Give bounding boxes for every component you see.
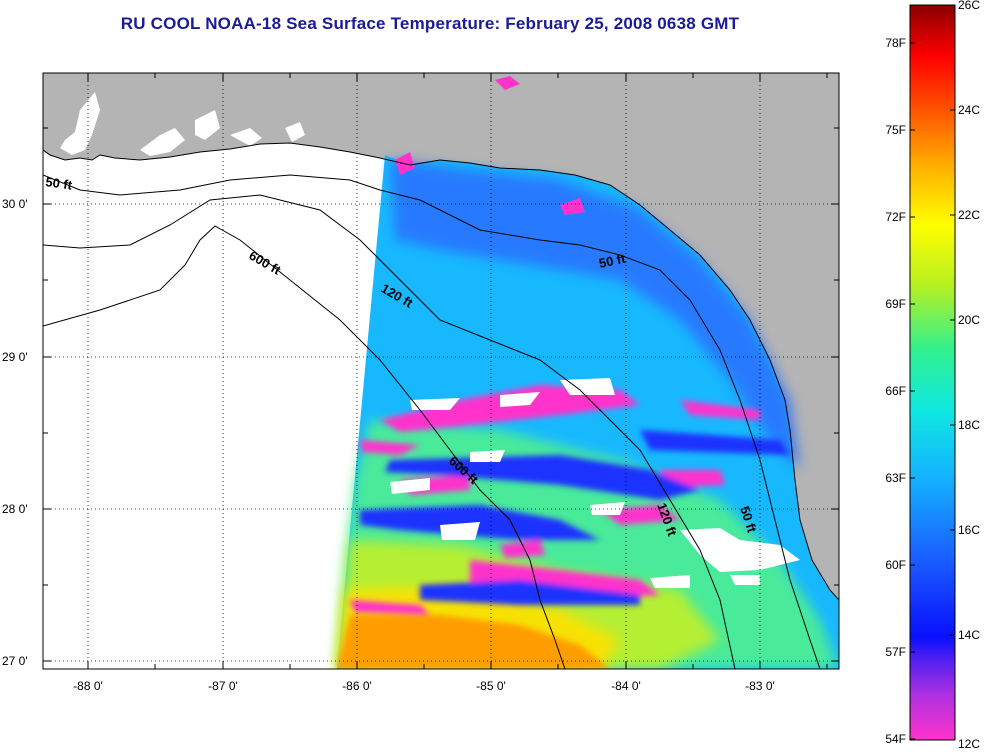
lon-label-88: -88 0': [73, 679, 103, 693]
contour-120ft: [43, 194, 736, 669]
colorbar-label-24c: 24C: [958, 103, 980, 117]
colorbar-label-69f: 69F: [885, 297, 906, 311]
colorbar-label-66f: 66F: [885, 384, 906, 398]
colorbar-label-26c: 26C: [958, 0, 980, 12]
colorbar-label-57f: 57F: [885, 645, 906, 659]
colorbar-label-72f: 72F: [885, 210, 906, 224]
contour-50ft: [43, 174, 821, 669]
colorbar-label-63f: 63F: [885, 471, 906, 485]
contour-label-50ft-east: 50 ft: [598, 251, 628, 271]
lon-label-83: -83 0': [745, 679, 775, 693]
colorbar-label-22c: 22C: [958, 208, 980, 222]
bay-area: [60, 92, 100, 155]
coastal-artifact: [495, 76, 520, 90]
colorbar-label-16c: 16C: [958, 523, 980, 537]
contour-label-50ft-west: 50 ft: [45, 174, 74, 193]
lat-label-29: 29 0': [2, 350, 28, 364]
lat-label-30: 30 0': [2, 197, 28, 211]
coastline: [43, 142, 839, 601]
contour-600ft: [43, 225, 566, 669]
frame-ticks: [43, 73, 839, 669]
sst-swath: [337, 155, 839, 669]
lon-label-85: -85 0': [476, 679, 506, 693]
lon-label-84: -84 0': [611, 679, 641, 693]
colorbar-label-18c: 18C: [958, 418, 980, 432]
map-title: RU COOL NOAA-18 Sea Surface Temperature:…: [120, 14, 740, 33]
colorbar-label-20c: 20C: [958, 313, 980, 327]
lon-label-86: -86 0': [342, 679, 372, 693]
plot-frame: [42, 72, 840, 670]
colorbar-label-14c: 14C: [958, 628, 980, 642]
colorbar-label-60f: 60F: [885, 558, 906, 572]
colorbar-label-12c: 12C: [958, 737, 980, 751]
colorbar-label-75f: 75F: [885, 123, 906, 137]
colorbar-label-54f: 54F: [885, 732, 906, 746]
grid: [43, 73, 839, 669]
lon-label-87: -87 0': [208, 679, 238, 693]
colorbar: 26C 24C 22C 20C 18C 16C 14C 12C 78F 75F …: [885, 0, 980, 751]
colorbar-label-78f: 78F: [885, 36, 906, 50]
lat-label-27: 27 0': [2, 654, 28, 668]
colorbar-gradient: [909, 4, 956, 741]
lat-label-28: 28 0': [2, 502, 28, 516]
